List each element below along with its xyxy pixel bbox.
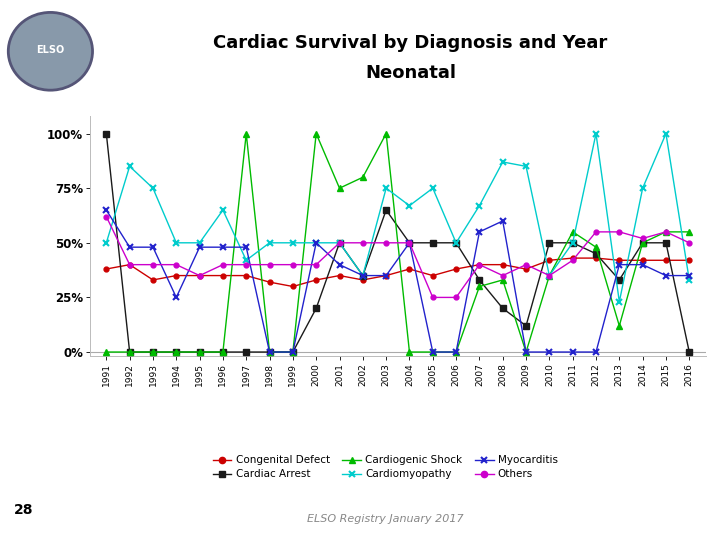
Legend: Congenital Defect, Cardiac Arrest, Cardiogenic Shock, Cardiomyopathy, Myocarditi: Congenital Defect, Cardiac Arrest, Cardi…	[209, 451, 562, 483]
Text: ELSO Registry January 2017: ELSO Registry January 2017	[307, 515, 464, 524]
Text: 28: 28	[14, 503, 34, 517]
Text: Cardiac Survival by Diagnosis and Year: Cardiac Survival by Diagnosis and Year	[213, 34, 608, 52]
Circle shape	[9, 12, 93, 90]
Text: ELSO: ELSO	[36, 45, 65, 55]
Text: Neonatal: Neonatal	[365, 64, 456, 82]
